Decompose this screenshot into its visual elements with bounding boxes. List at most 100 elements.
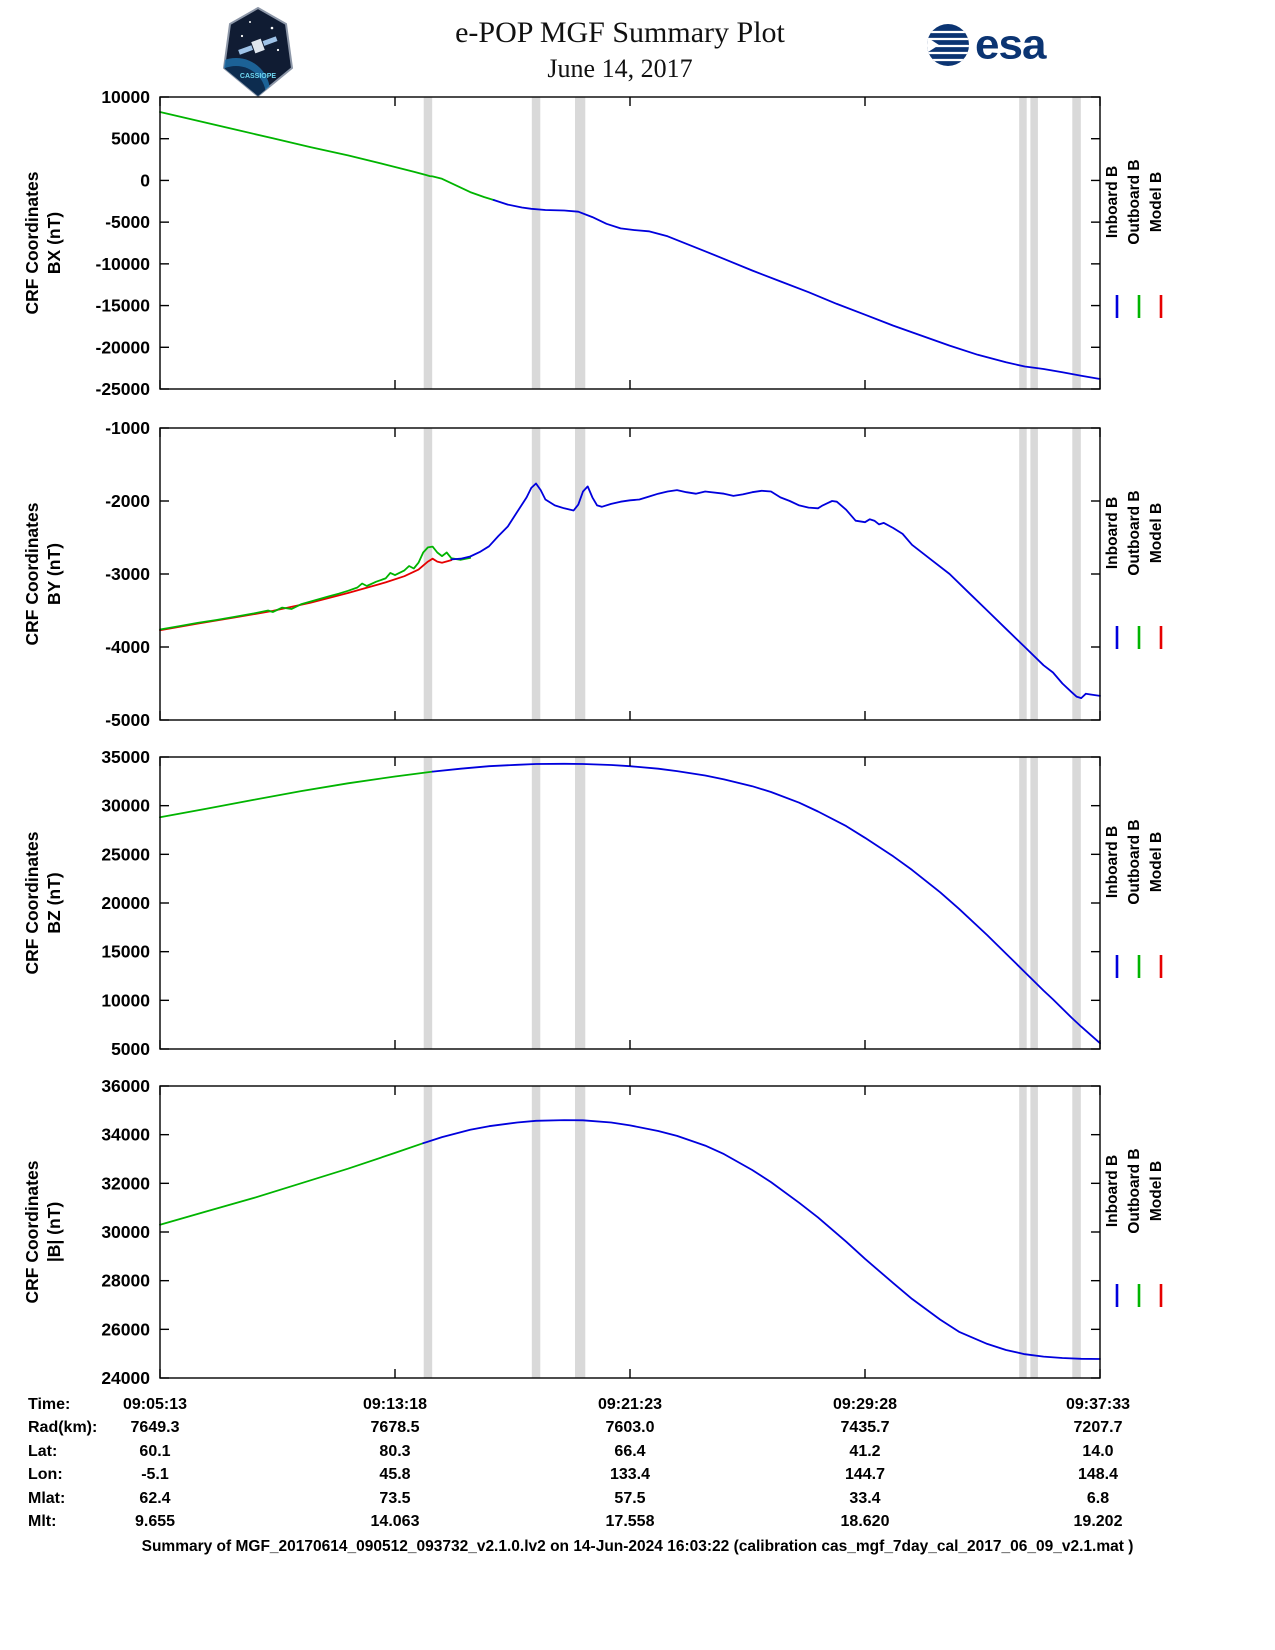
panel-border	[159, 756, 1101, 1050]
y-tick-label: 0	[140, 170, 150, 190]
y-axis-title-line: BY (nT)	[44, 543, 64, 605]
table-cell: 62.4	[139, 1489, 171, 1507]
x-axis-bmag	[159, 1086, 1101, 1378]
by-model-b-line	[159, 557, 453, 632]
y-tick-label: 5000	[111, 1039, 150, 1059]
y-tick-label: -20000	[96, 337, 151, 357]
data-gap-band	[575, 428, 586, 720]
y-tick-label: 26000	[101, 1319, 150, 1339]
table-cell: 14.063	[370, 1513, 420, 1530]
bmag-outboard-b-line	[159, 1142, 425, 1226]
bz-outboard-b-line	[159, 770, 434, 819]
bx-inboard-b-line	[492, 199, 1101, 380]
y-tick-label: 30000	[101, 1222, 150, 1242]
y-tick-label: 32000	[101, 1173, 150, 1193]
y-axis-bz: 35000 30000 25000 20000 15000 10000 5000	[101, 747, 1100, 1059]
y-tick-label: -4000	[105, 637, 150, 657]
table-cell: 144.7	[844, 1466, 886, 1484]
y-axis-title-line: |B| (nT)	[44, 1202, 64, 1262]
y-tick-label: 36000	[101, 1076, 150, 1096]
panel-border	[159, 96, 1101, 390]
y-axis-title-line: BZ (nT)	[44, 872, 64, 933]
y-tick-label: -5000	[105, 212, 150, 232]
table-cell: 7678.5	[370, 1419, 420, 1437]
patch-text: CASSIOPE	[240, 73, 277, 80]
footer-processing-note: Summary of MGF_20170614_090512_093732_v2…	[141, 1538, 1134, 1555]
table-row-label: Rad(km):	[28, 1419, 98, 1437]
data-gap-band	[575, 1086, 586, 1378]
y-tick-label: -2000	[105, 491, 150, 511]
legend-label: Model B	[1148, 832, 1165, 892]
x-axis-bz	[159, 757, 1101, 1049]
y-axis-title-line: CRF Coordinates	[22, 502, 42, 645]
cassiope-mission-patch-icon: CASSIOPE	[220, 6, 296, 103]
legend-label: Outboard B	[1126, 1148, 1143, 1233]
panel-bz: 35000 30000 25000 20000 15000 10000 5000 CRF Co…	[22, 747, 1165, 1059]
table-cell: 60.1	[139, 1442, 171, 1460]
data-gap-band	[1072, 97, 1081, 389]
chart-canvas: 10000 5000 0 -5000 -10000 -15000 -20000 -25000 C…	[22, 87, 1165, 1388]
y-tick-label: -15000	[96, 296, 151, 316]
data-gap-band	[531, 97, 541, 389]
y-axis-title-line: CRF Coordinates	[22, 171, 42, 314]
bx-outboard-b-line	[159, 111, 495, 201]
bz-inboard-b-line	[431, 762, 1101, 1045]
data-gap-band	[1072, 428, 1081, 720]
table-cell: 17.558	[605, 1513, 655, 1530]
table-cell: 7603.0	[605, 1419, 655, 1437]
table-cell: 66.4	[614, 1442, 646, 1460]
legend-label: Model B	[1148, 503, 1165, 563]
table-cell: 18.620	[840, 1513, 890, 1530]
data-gap-band	[423, 97, 433, 389]
table-row-label: Lon:	[28, 1466, 63, 1484]
y-tick-label: 35000	[101, 747, 150, 767]
data-gap-band	[1019, 428, 1027, 720]
y-axis-title-line: BX (nT)	[44, 212, 64, 274]
y-tick-label: -3000	[105, 564, 150, 584]
y-tick-label: 10000	[101, 87, 150, 107]
panel-border	[159, 1085, 1101, 1379]
legend-label: Outboard B	[1126, 819, 1143, 904]
y-tick-label: 15000	[101, 942, 150, 962]
data-gap-band	[1019, 97, 1027, 389]
table-cell: 14.0	[1082, 1442, 1114, 1460]
y-axis-bmag: 36000 34000 32000 30000 28000 26000 24000	[101, 1076, 1100, 1388]
legend-label: Inboard B	[1104, 826, 1121, 898]
table-cell: 33.4	[849, 1489, 881, 1507]
by-inboard-b-line	[450, 482, 1101, 699]
esa-wordmark: esa	[975, 21, 1046, 68]
table-cell: 148.4	[1077, 1466, 1119, 1484]
y-tick-label: 24000	[101, 1368, 150, 1388]
x-axis-bx	[159, 97, 1101, 389]
y-tick-label: 20000	[101, 893, 150, 913]
legend-bx: Inboard B Outboard B Model B	[1104, 159, 1165, 318]
y-tick-label: 5000	[111, 129, 150, 149]
data-gap-band	[1072, 1086, 1081, 1378]
y-tick-label: 25000	[101, 844, 150, 864]
table-row-label: Lat:	[28, 1442, 58, 1460]
table-cell: 133.4	[609, 1466, 651, 1484]
legend-bmag: Inboard B Outboard B Model B	[1104, 1148, 1165, 1307]
esa-logo: esa	[925, 21, 1046, 68]
panel-by: -1000 -2000 -3000 -4000 -5000 CRF Coordinates…	[22, 418, 1165, 730]
table-cell: 9.655	[134, 1513, 176, 1530]
data-gap-band	[423, 428, 433, 720]
table-cell: 09:37:33	[1065, 1396, 1131, 1413]
y-tick-label: -10000	[96, 254, 151, 274]
data-gap-band	[531, 1086, 541, 1378]
table-cell: 6.8	[1086, 1489, 1110, 1507]
y-tick-label: -25000	[96, 379, 151, 399]
y-tick-label: 10000	[101, 990, 150, 1010]
data-gap-band	[1072, 757, 1081, 1049]
table-cell: 09:29:28	[832, 1396, 898, 1413]
data-gap-band	[1030, 428, 1038, 720]
data-gap-band	[423, 757, 433, 1049]
table-row-label: Time:	[28, 1396, 71, 1413]
legend-label: Inboard B	[1104, 497, 1121, 569]
table-cell: 09:13:18	[362, 1396, 428, 1413]
y-tick-label: 30000	[101, 796, 150, 816]
y-axis-title-line: CRF Coordinates	[22, 1160, 42, 1303]
panel-bx: 10000 5000 0 -5000 -10000 -15000 -20000 -25000 C…	[22, 87, 1165, 399]
table-cell: 80.3	[379, 1442, 411, 1460]
table-cell: 45.8	[379, 1466, 411, 1484]
